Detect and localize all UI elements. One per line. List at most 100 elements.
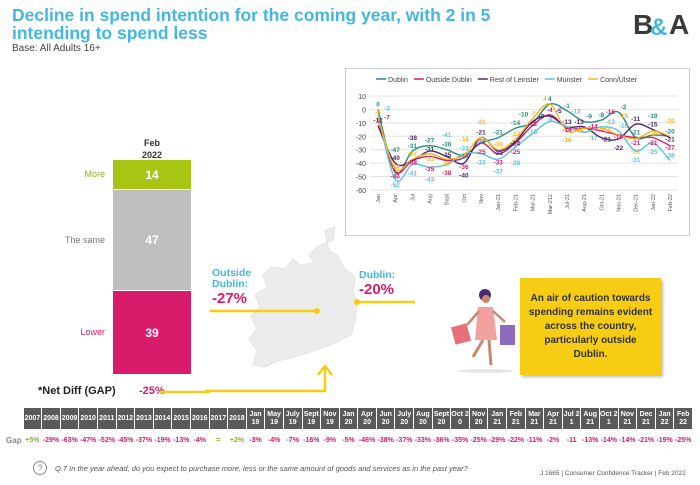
gap-col-header: Jan 20	[339, 408, 358, 429]
data-label: -40	[459, 173, 469, 180]
period-month: Feb	[143, 138, 160, 148]
data-label: -6	[375, 109, 381, 116]
gap-col-header: Jan 19	[246, 408, 265, 429]
gap-col-header: Aug 20	[414, 408, 432, 429]
data-label: -3	[384, 105, 390, 112]
page-title: Decline in spend intention for the comin…	[12, 5, 491, 43]
dublin-dot	[354, 299, 360, 305]
data-label: -21	[476, 119, 486, 126]
data-label: -47	[390, 147, 400, 154]
gap-cell: -29%	[489, 437, 506, 444]
x-tick-label: Dec-21	[634, 194, 640, 212]
data-label: -20	[665, 118, 675, 125]
gap-cell: =	[216, 437, 221, 444]
data-label: -33	[494, 160, 504, 167]
data-label: -37	[408, 151, 418, 158]
x-tick-label: Apr	[393, 194, 399, 203]
data-label: -33	[476, 160, 486, 167]
gap-col-header: Dec 21	[637, 408, 655, 429]
y-tick-label: -10	[356, 121, 366, 128]
data-label: -41	[408, 170, 418, 177]
gap-col-header: 2014	[153, 408, 172, 429]
data-label: -21	[476, 130, 486, 137]
data-label: -10	[519, 111, 529, 118]
gap-col-header: 2013	[135, 408, 153, 429]
x-tick-label: Nov-21	[616, 194, 622, 212]
svg-text:B: B	[633, 9, 653, 38]
x-tick-label: Mar-21	[531, 194, 537, 211]
gap-cell: -9%	[323, 437, 337, 444]
x-tick-label: Mar-212	[548, 194, 554, 214]
data-label: -13	[571, 108, 581, 115]
y-tick-label: -40	[356, 161, 366, 168]
gap-col-header: Apr 21	[544, 408, 562, 429]
x-tick-label: Oct	[462, 194, 468, 203]
gap-col-header: Feb 21	[507, 408, 525, 429]
data-label: -19	[614, 134, 624, 141]
gap-cell: -3%	[249, 437, 262, 444]
svg-text:&: &	[650, 14, 667, 38]
data-label: -38	[408, 159, 418, 166]
dublin-value: -20%	[359, 281, 395, 298]
data-label: -40	[390, 155, 400, 162]
y-tick-label: 0	[362, 107, 366, 114]
data-label: -4	[547, 107, 553, 114]
data-label: -1	[564, 103, 570, 110]
gap-col-header: Jan 22	[655, 408, 674, 429]
x-tick-label: Jan-21	[496, 194, 502, 211]
gap-cell: -29%	[42, 437, 60, 444]
data-label: -31	[494, 150, 504, 157]
bar-segment-label: Lower	[80, 327, 105, 338]
data-label: -21	[648, 140, 658, 147]
gap-cell: -11%	[526, 437, 543, 444]
series-line-rest-of-leinster	[377, 115, 671, 167]
gap-col-header: Oct 20	[451, 408, 469, 429]
data-label: -30	[442, 142, 452, 149]
outside-dublin-value: -27%	[212, 290, 248, 307]
data-label: -7	[530, 111, 536, 118]
outside-dublin-dot	[314, 308, 320, 314]
data-label: -31	[425, 147, 435, 154]
bar-segment-label: More	[84, 169, 105, 180]
dublin-callout: Dublin: -20%	[359, 270, 395, 299]
help-icon: ?	[33, 461, 47, 475]
data-label: -9	[547, 117, 553, 124]
legend-label: Munster	[557, 77, 583, 84]
x-tick-label: Aug-21	[582, 194, 588, 212]
data-label: -16	[562, 137, 572, 144]
data-label: -28	[511, 160, 521, 167]
data-label: -2	[621, 104, 627, 111]
gap-col-header: May 19	[265, 408, 283, 429]
x-tick-label: Oct-21	[599, 194, 605, 211]
gap-col-header: 2010	[79, 408, 97, 429]
data-label: -34	[459, 137, 469, 144]
gap-col-header: Sept 20	[432, 408, 451, 429]
data-label: -16	[619, 123, 629, 130]
data-label: -21	[494, 130, 504, 137]
bar-segment-the-same: 47	[113, 190, 191, 292]
gap-cell: -47%	[80, 437, 97, 444]
data-label: 4	[543, 96, 547, 103]
data-label: -31	[408, 143, 418, 150]
data-label: 0	[376, 101, 380, 108]
data-label: -25	[511, 149, 521, 156]
data-label: -22	[631, 148, 641, 155]
shopping-bag-icon	[500, 325, 515, 345]
gap-cell: -7%	[286, 437, 299, 444]
gap-cell: -19%	[656, 437, 673, 444]
net-diff-value: -25%	[139, 385, 165, 397]
gap-cell: -45%	[117, 437, 134, 444]
x-tick-label: Jul-21	[565, 194, 571, 209]
gap-cell: -2%	[546, 437, 560, 444]
gap-cell: -22%	[507, 437, 524, 444]
outside-dublin-label: Outside Dublin:	[212, 267, 252, 290]
gap-cell: -37%	[396, 437, 413, 444]
x-tick-label: Feb-22	[668, 194, 674, 211]
outside-dublin-callout: Outside Dublin: -27%	[212, 267, 257, 308]
data-label: -18	[528, 129, 538, 136]
series-line-munster	[377, 113, 671, 182]
gap-cell: -33%	[414, 437, 432, 444]
gap-cell: -25%	[675, 437, 692, 444]
data-label: -35	[425, 166, 435, 173]
gap-col-header: 2016	[190, 408, 209, 429]
